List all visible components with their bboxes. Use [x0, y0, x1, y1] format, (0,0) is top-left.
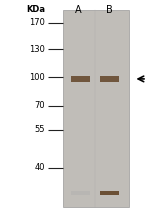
Text: A: A: [75, 5, 81, 15]
Bar: [100, 76, 119, 82]
Text: 40: 40: [34, 163, 45, 172]
Text: 130: 130: [29, 44, 45, 54]
Bar: [70, 76, 90, 82]
Text: KDa: KDa: [26, 5, 45, 14]
Text: 55: 55: [34, 125, 45, 134]
Bar: [70, 191, 90, 195]
Text: 100: 100: [29, 73, 45, 82]
Bar: [100, 191, 119, 195]
Text: 70: 70: [34, 101, 45, 110]
Bar: [63, 10, 129, 207]
Text: 170: 170: [29, 18, 45, 27]
Text: B: B: [106, 5, 113, 15]
